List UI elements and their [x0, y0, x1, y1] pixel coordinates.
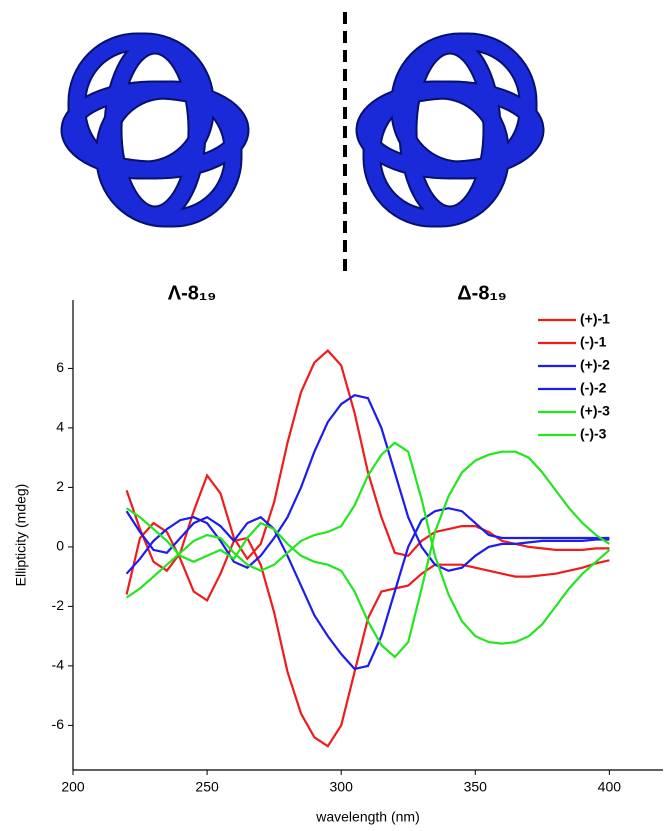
y-tick-label: 4 [56, 419, 64, 435]
legend-label: (+)-1 [580, 311, 610, 327]
legend-label: (-)-1 [580, 334, 607, 350]
panel-label: Λ-8₁₉ [168, 282, 216, 304]
y-tick-label: -2 [52, 597, 65, 613]
y-tick-label: -4 [52, 657, 65, 673]
x-tick-label: 200 [61, 779, 85, 795]
y-tick-label: 2 [56, 478, 64, 494]
x-tick-label: 300 [330, 779, 354, 795]
x-tick-label: 400 [598, 779, 622, 795]
panel-label: Δ-8₁₉ [457, 282, 506, 304]
series-line [125, 394, 610, 575]
y-tick-label: -6 [52, 716, 65, 732]
legend-label: (+)-3 [580, 403, 610, 419]
legend-label: (-)-3 [580, 426, 607, 442]
series-line [125, 450, 611, 659]
x-tick-label: 350 [464, 779, 488, 795]
series-line [125, 441, 611, 645]
y-tick-label: 0 [56, 538, 64, 554]
series-line [125, 349, 610, 573]
y-axis-title: Ellipticity (mdeg) [13, 484, 29, 587]
x-tick-label: 250 [195, 779, 219, 795]
series-line [125, 507, 610, 671]
y-tick-label: 6 [56, 359, 64, 375]
x-axis-title: wavelength (nm) [315, 809, 420, 825]
knot-left [60, 32, 250, 228]
series-line [125, 521, 610, 748]
legend-label: (+)-2 [580, 357, 610, 373]
knot-right [355, 32, 545, 228]
legend-label: (-)-2 [580, 380, 607, 396]
